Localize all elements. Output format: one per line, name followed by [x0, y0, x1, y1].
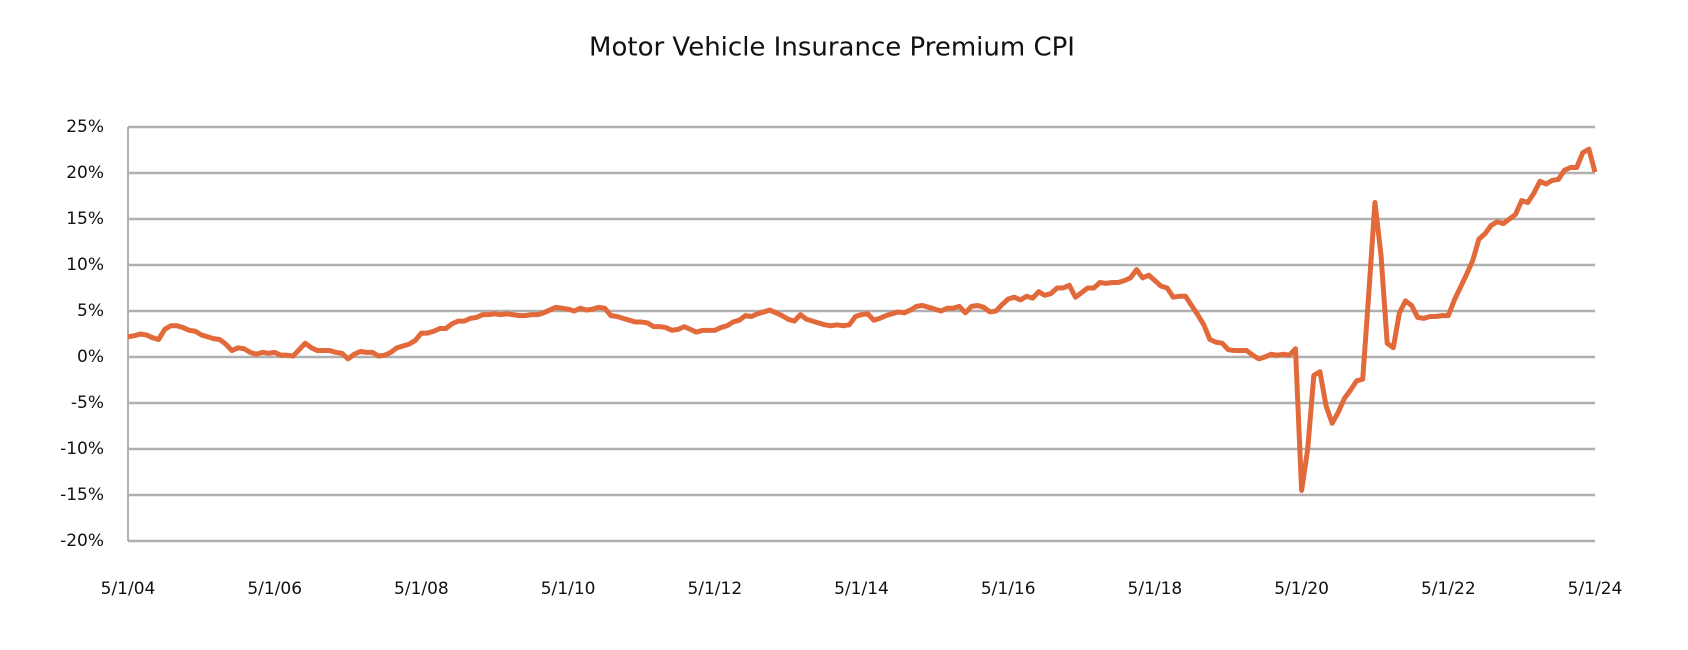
- x-tick-label: 5/1/16: [981, 579, 1036, 599]
- x-tick-label: 5/1/22: [1421, 579, 1476, 599]
- x-tick-label: 5/1/12: [687, 579, 742, 599]
- x-tick-label: 5/1/06: [247, 579, 302, 599]
- y-tick-label: 15%: [66, 209, 104, 229]
- y-tick-label: 10%: [66, 255, 104, 275]
- x-tick-label: 5/1/24: [1568, 579, 1623, 599]
- y-tick-label: -10%: [60, 439, 104, 459]
- line: [127, 146, 1598, 493]
- y-tick-label: 0%: [77, 347, 104, 367]
- y-tick-label: 25%: [66, 117, 104, 137]
- y-tick-label: 5%: [77, 301, 104, 321]
- x-tick-label: 5/1/08: [394, 579, 449, 599]
- x-tick-label: 5/1/20: [1274, 579, 1329, 599]
- y-tick-label: 20%: [66, 163, 104, 183]
- y-tick-label: -20%: [60, 531, 104, 551]
- x-tick-label: 5/1/18: [1128, 579, 1183, 599]
- chart-title: Motor Vehicle Insurance Premium CPI: [589, 33, 1075, 63]
- x-tick-label: 5/1/04: [101, 579, 156, 599]
- y-tick-label: -5%: [71, 393, 104, 413]
- y-tick-label: -15%: [60, 485, 104, 505]
- x-tick-label: 5/1/10: [541, 579, 596, 599]
- x-tick-label: 5/1/14: [834, 579, 889, 599]
